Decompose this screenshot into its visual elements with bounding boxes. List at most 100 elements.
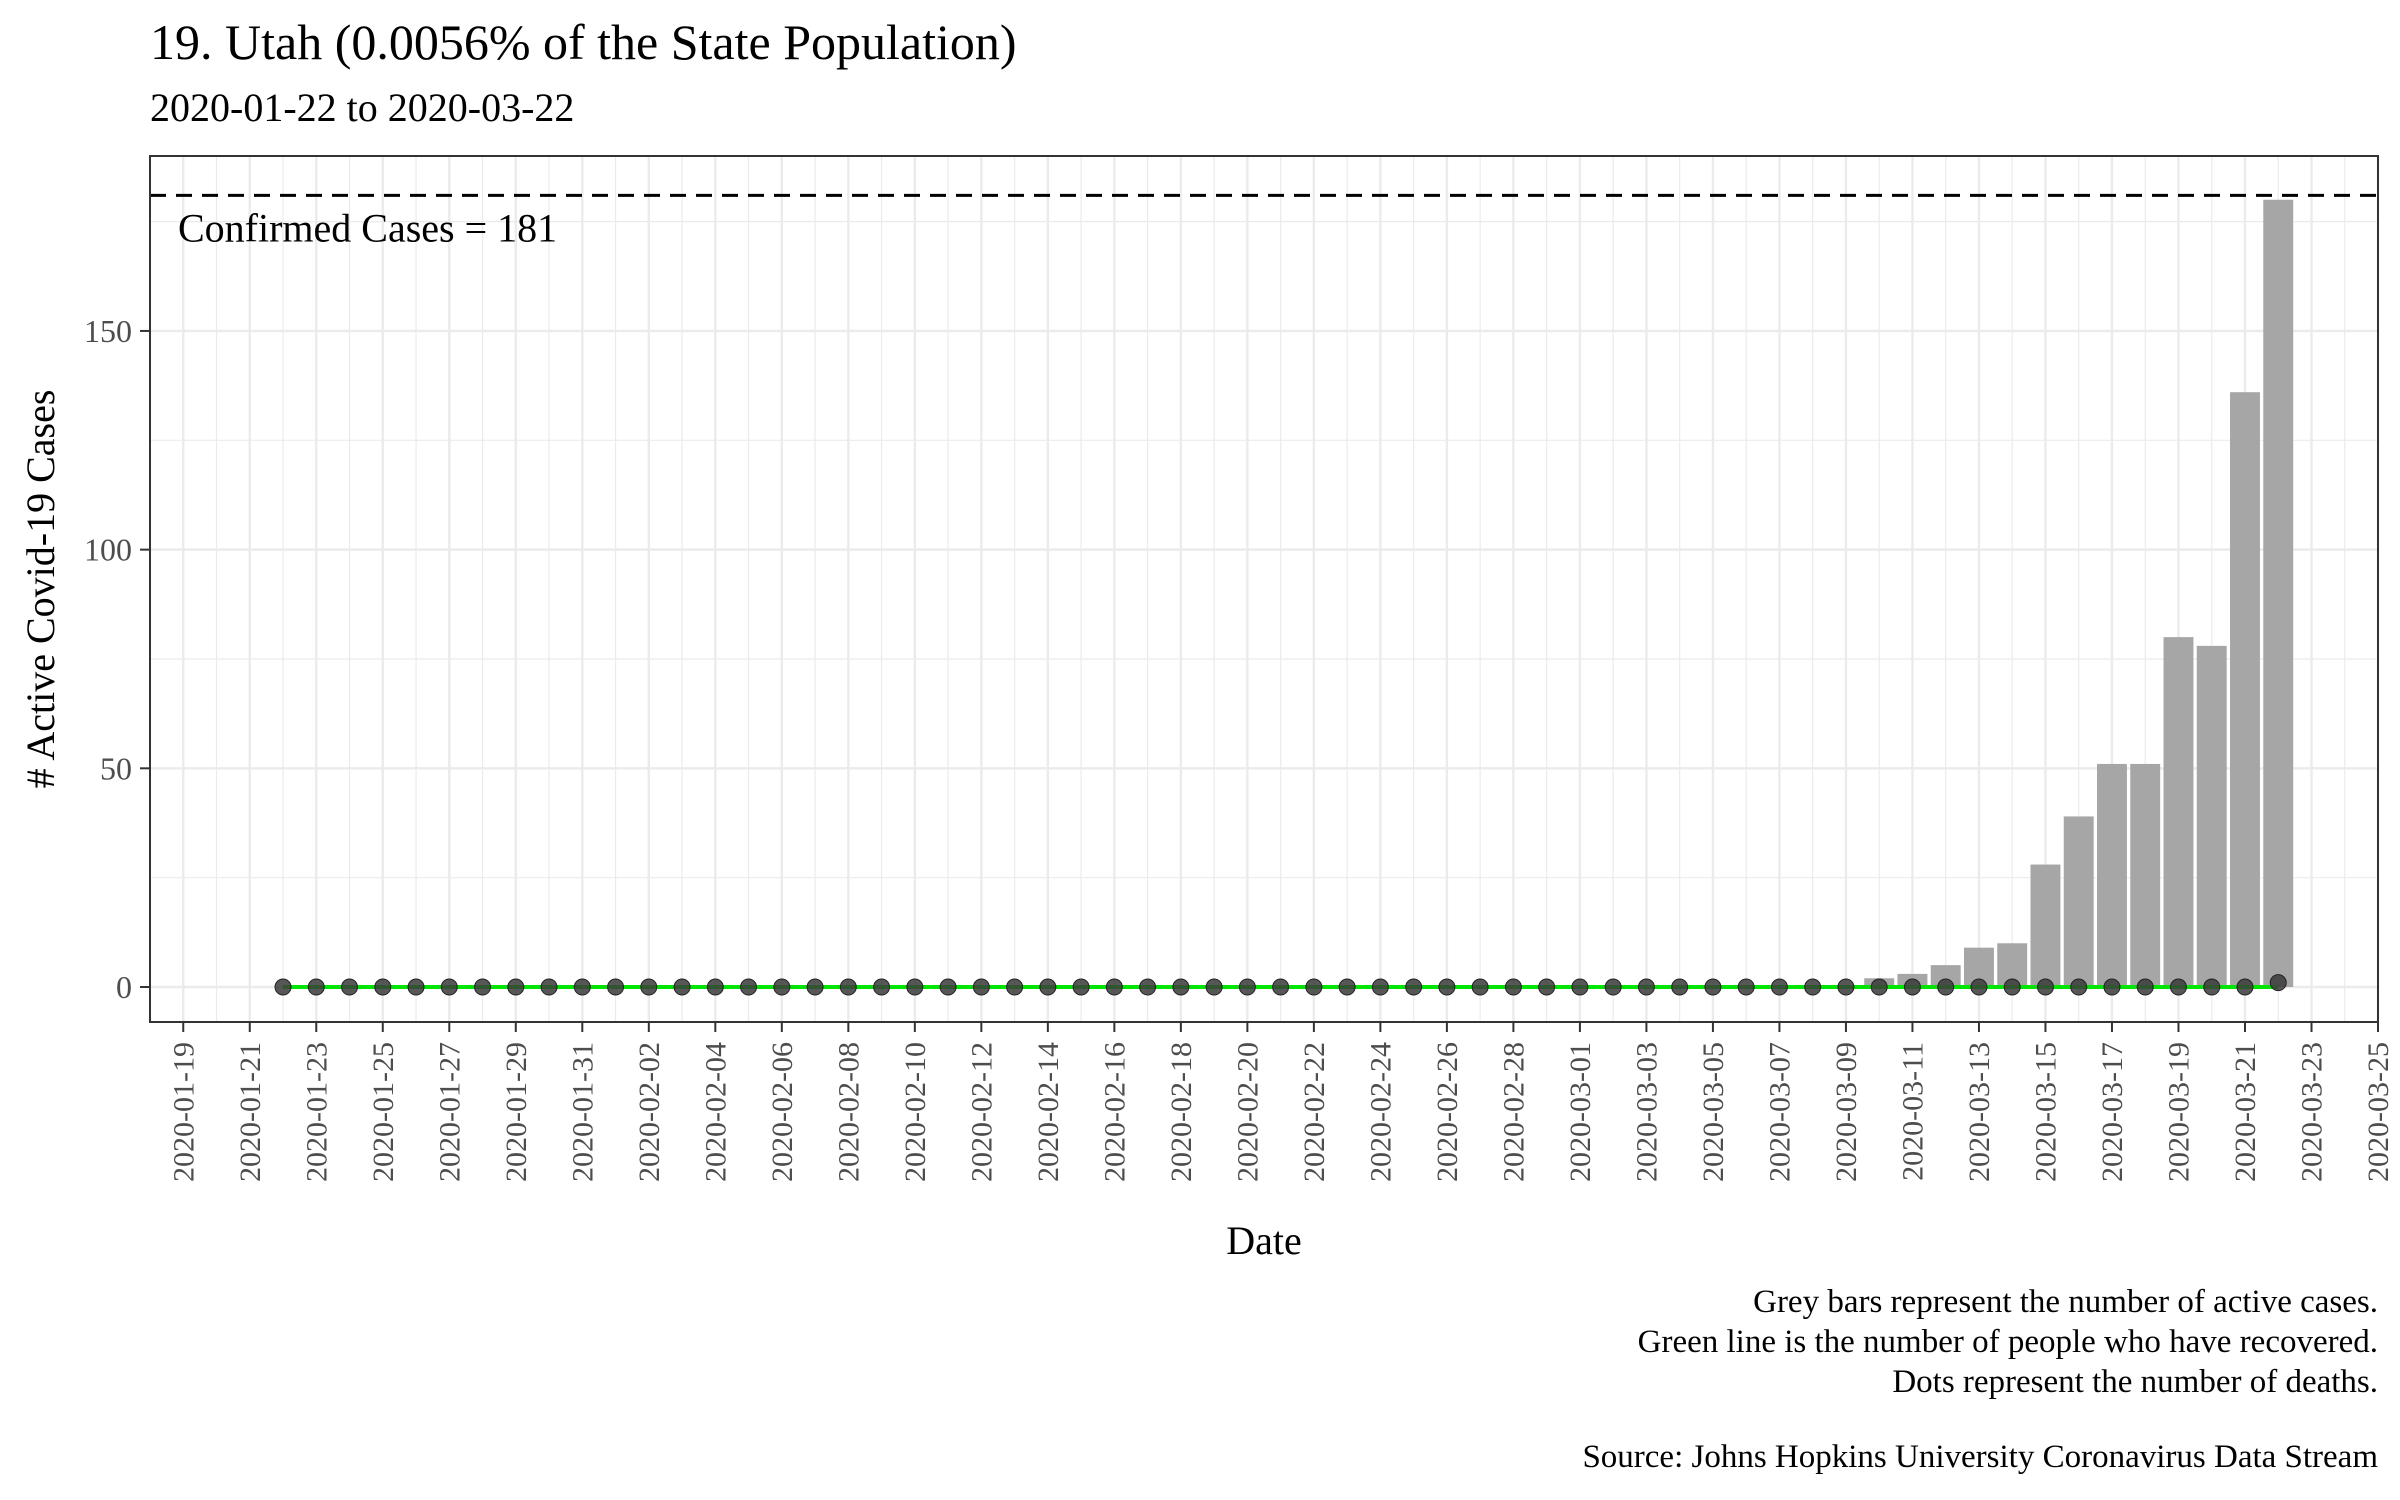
x-tick-label: 2020-02-08 <box>832 1042 865 1182</box>
x-axis-title: Date <box>1226 1218 1302 1263</box>
death-dot <box>2236 978 2254 996</box>
death-dot <box>374 978 392 996</box>
x-tick-label: 2020-03-15 <box>2029 1042 2062 1182</box>
death-dot <box>839 978 857 996</box>
x-tick-label: 2020-03-17 <box>2096 1042 2129 1182</box>
death-dot <box>1604 978 1622 996</box>
death-dot <box>573 978 591 996</box>
death-dot <box>1937 978 1955 996</box>
death-dot <box>1272 978 1290 996</box>
x-tick-label: 2020-03-21 <box>2229 1042 2262 1182</box>
x-tick-label: 2020-02-28 <box>1497 1042 1530 1182</box>
bar <box>2163 637 2194 988</box>
death-dot <box>1737 978 1755 996</box>
death-dot <box>341 978 359 996</box>
x-tick-label: 2020-02-24 <box>1364 1042 1397 1182</box>
death-dot <box>1039 978 1057 996</box>
x-tick-label: 2020-03-19 <box>2162 1042 2195 1182</box>
bar <box>2230 392 2260 988</box>
death-dot <box>806 978 824 996</box>
x-tick-label: 2020-03-11 <box>1896 1042 1929 1181</box>
death-dot <box>2203 978 2221 996</box>
x-tick-label: 2020-02-14 <box>1032 1042 1065 1182</box>
x-tick-label: 2020-03-05 <box>1697 1042 1730 1182</box>
x-tick-label: 2020-02-18 <box>1165 1042 1198 1182</box>
x-tick-label: 2020-01-29 <box>500 1042 533 1182</box>
death-dot <box>1671 978 1689 996</box>
death-dot <box>1504 978 1522 996</box>
death-dot <box>274 978 292 996</box>
death-dot <box>2169 978 2187 996</box>
death-dot <box>1704 978 1722 996</box>
death-dot <box>1305 978 1323 996</box>
death-dot <box>1238 978 1256 996</box>
x-tick-label: 2020-03-13 <box>1963 1042 1996 1182</box>
x-tick-label: 2020-02-12 <box>965 1042 998 1182</box>
death-dot <box>2003 978 2021 996</box>
death-dot <box>1438 978 1456 996</box>
death-dot <box>1338 978 1356 996</box>
death-dot <box>972 978 990 996</box>
death-dot <box>1205 978 1223 996</box>
death-dot <box>706 978 724 996</box>
x-tick-label: 2020-03-23 <box>2295 1042 2328 1182</box>
bar <box>2030 864 2061 988</box>
death-dot <box>1571 978 1589 996</box>
death-dot <box>440 978 458 996</box>
death-dot <box>1804 978 1822 996</box>
y-tick-label: 0 <box>116 969 132 1005</box>
x-tick-label: 2020-01-19 <box>167 1042 200 1182</box>
death-dot <box>2269 974 2287 992</box>
x-tick-label: 2020-02-26 <box>1431 1042 1464 1182</box>
caption-recovered: Green line is the number of people who h… <box>1637 1324 2378 1360</box>
x-tick-label: 2020-02-16 <box>1098 1042 1131 1182</box>
x-axis: 2020-01-19 2020-01-21 2020-01-23 2020-01-25… <box>167 1022 2395 1182</box>
death-dot <box>1405 978 1423 996</box>
x-tick-label: 2020-03-07 <box>1763 1042 1796 1182</box>
bar <box>2097 763 2127 988</box>
death-dot <box>607 978 625 996</box>
bar <box>2196 645 2227 988</box>
death-dot <box>1637 978 1655 996</box>
death-dot <box>906 978 924 996</box>
death-dot <box>407 978 425 996</box>
death-dot <box>1006 978 1024 996</box>
death-dot <box>1371 978 1389 996</box>
death-dot <box>1139 978 1157 996</box>
caption-active-cases: Grey bars represent the number of active… <box>1753 1284 2378 1320</box>
chart: Confirmed Cases = 181 0 50 100 150 2020-01-… <box>18 155 2395 1263</box>
x-tick-label: 2020-03-01 <box>1564 1042 1597 1182</box>
x-tick-label: 2020-01-27 <box>433 1042 466 1182</box>
death-dot <box>2036 978 2054 996</box>
x-tick-label: 2020-02-10 <box>899 1042 932 1182</box>
death-dot <box>1903 978 1921 996</box>
death-dot <box>2103 978 2121 996</box>
x-tick-label: 2020-03-03 <box>1630 1042 1663 1182</box>
x-tick-label: 2020-02-02 <box>633 1042 666 1182</box>
caption-source: Source: Johns Hopkins University Coronav… <box>1582 1439 2378 1475</box>
death-dot <box>1471 978 1489 996</box>
death-dot <box>673 978 691 996</box>
death-dot <box>1970 978 1988 996</box>
deaths-dots-layer <box>274 974 2287 996</box>
x-tick-label: 2020-01-31 <box>566 1042 599 1182</box>
y-tick-label: 100 <box>84 532 132 568</box>
x-tick-label: 2020-02-20 <box>1231 1042 1264 1182</box>
confirmed-cases-label: Confirmed Cases = 181 <box>178 205 557 250</box>
x-tick-label: 2020-02-22 <box>1298 1042 1331 1182</box>
death-dot <box>507 978 525 996</box>
death-dot <box>474 978 492 996</box>
y-axis: 0 50 100 150 <box>84 313 150 1005</box>
x-tick-label: 2020-01-25 <box>367 1042 400 1182</box>
caption-deaths: Dots represent the number of deaths. <box>1892 1364 2378 1400</box>
y-axis-title: # Active Covid-19 Cases <box>18 390 63 789</box>
bar <box>2130 763 2161 988</box>
x-tick-label: 2020-02-04 <box>699 1042 732 1182</box>
y-tick-label: 50 <box>100 750 132 786</box>
death-dot <box>773 978 791 996</box>
death-dot <box>740 978 758 996</box>
bar <box>2063 816 2094 988</box>
death-dot <box>1538 978 1556 996</box>
death-dot <box>1870 978 1888 996</box>
bars-layer <box>1864 199 2294 988</box>
